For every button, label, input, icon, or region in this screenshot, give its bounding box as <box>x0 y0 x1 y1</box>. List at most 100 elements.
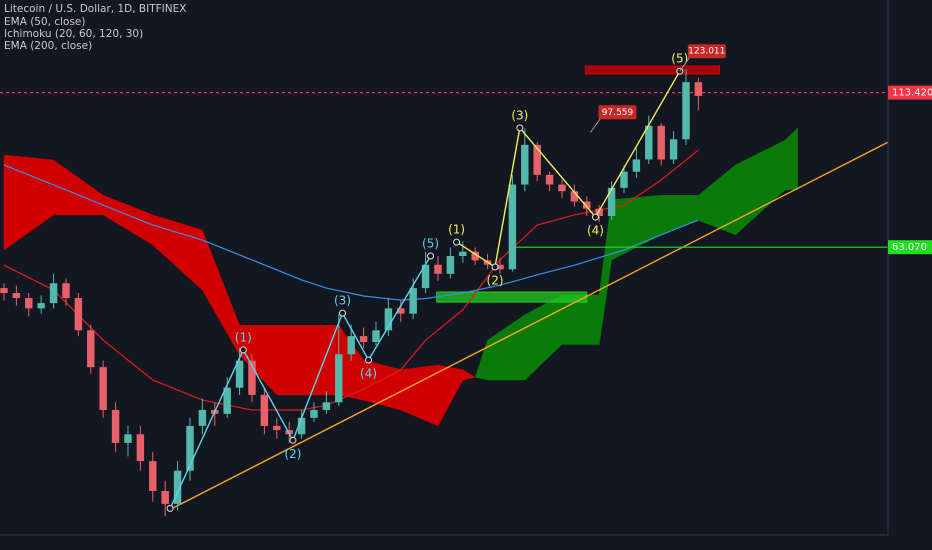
candle-body <box>273 425 281 431</box>
candle-body <box>421 264 430 289</box>
candle-body <box>198 409 207 426</box>
wave-label: (4) <box>587 224 604 238</box>
candle-body <box>607 187 616 216</box>
wave-pivot <box>491 263 499 271</box>
candle-body <box>632 159 641 172</box>
candle-body <box>359 336 368 343</box>
wave-label: (1) <box>448 223 465 237</box>
candle-body <box>87 330 95 368</box>
price-tag <box>888 85 932 100</box>
candle-body <box>508 184 517 270</box>
plot-layer: (1)(2)(3)(4)(5)(1)(2)(3)(4)(5)123.01197.… <box>0 44 889 517</box>
candle-body <box>111 409 120 443</box>
callout-pointer <box>590 117 601 133</box>
axis-layer: 113.420 63.070 <box>0 0 932 536</box>
zone <box>585 65 720 75</box>
candle-body <box>434 264 442 274</box>
candle-body <box>74 298 83 331</box>
candle-body <box>384 308 393 331</box>
wave-label: (5) <box>671 52 688 66</box>
ema-line <box>3 164 699 301</box>
wave-label: (2) <box>284 447 301 461</box>
candle-body <box>545 174 554 185</box>
candle-body <box>124 434 132 443</box>
candle-body <box>533 144 541 175</box>
candle-body <box>669 139 678 160</box>
price-tag <box>888 240 932 255</box>
candle-body <box>310 409 318 418</box>
price-tag-label: 63.070 <box>892 242 927 253</box>
candle-body <box>297 417 306 435</box>
candle-body <box>570 191 579 202</box>
wave-line <box>169 255 432 509</box>
candle-body <box>99 367 107 410</box>
candle-body <box>694 82 703 96</box>
candle-body <box>37 303 45 309</box>
candle-body <box>409 288 417 314</box>
candle-body <box>248 360 256 395</box>
candle-body <box>173 470 182 504</box>
candle-body <box>471 251 479 261</box>
wave-label: (2) <box>487 274 504 288</box>
candle-body <box>347 336 355 355</box>
wave-label: (1) <box>235 330 252 344</box>
wave-pivot <box>427 252 435 260</box>
legend: Litecoin / U.S. Dollar, 1D, BITFINEX EMA… <box>4 3 186 52</box>
candle-body <box>223 387 231 414</box>
wave-pivot <box>365 356 373 364</box>
candle-body <box>558 184 566 192</box>
wave-label: (3) <box>511 108 528 122</box>
candle-body <box>49 283 58 304</box>
candle-body <box>446 255 455 274</box>
candle-body <box>521 144 529 185</box>
wave-pivot <box>289 436 297 444</box>
cloud-segment <box>462 369 476 381</box>
wave-pivot <box>516 124 524 132</box>
wave-pivot <box>453 238 461 246</box>
candle-body <box>260 394 269 426</box>
legend-item: EMA (200, close) <box>4 40 92 52</box>
legend-item: EMA (50, close) <box>4 16 86 28</box>
candle-body <box>620 171 628 188</box>
trendline <box>169 141 889 511</box>
candle-body <box>595 208 603 216</box>
candle-body <box>397 308 405 314</box>
candle-body <box>682 82 690 140</box>
candle-body <box>657 125 665 160</box>
wave-label: (3) <box>334 294 351 308</box>
callout-label: 123.011 <box>688 47 725 57</box>
candle-body <box>645 125 653 160</box>
callout-label: 97.559 <box>602 108 634 118</box>
callout-box <box>687 44 726 59</box>
candle-body <box>0 288 8 294</box>
callout-pointer <box>679 56 691 72</box>
wave-pivot <box>591 213 599 221</box>
legend-item: Ichimoku (20, 60, 120, 30) <box>4 28 143 40</box>
price-tag-label: 113.420 <box>892 88 932 99</box>
wave-label: (5) <box>422 236 439 250</box>
legend-title: Litecoin / U.S. Dollar, 1D, BITFINEX <box>4 3 186 15</box>
candle-body <box>235 360 244 388</box>
ema-line <box>3 149 699 411</box>
candle-body <box>62 283 70 299</box>
candle-body <box>25 298 33 309</box>
candle-body <box>136 434 145 462</box>
candle-body <box>372 330 380 343</box>
cloud-segment <box>784 127 798 191</box>
callout-box <box>598 105 637 120</box>
candle-body <box>161 490 169 504</box>
wave-pivot <box>166 504 174 512</box>
candle-body <box>335 354 343 403</box>
candle-body <box>149 461 157 491</box>
candle-body <box>496 264 504 270</box>
wave-pivot <box>239 346 247 354</box>
candle-body <box>583 201 591 209</box>
candle-body <box>459 251 467 256</box>
wave-pivot <box>339 309 347 317</box>
wave-label: (4) <box>360 366 377 380</box>
candle-body <box>186 425 194 471</box>
candle-body <box>12 293 21 299</box>
